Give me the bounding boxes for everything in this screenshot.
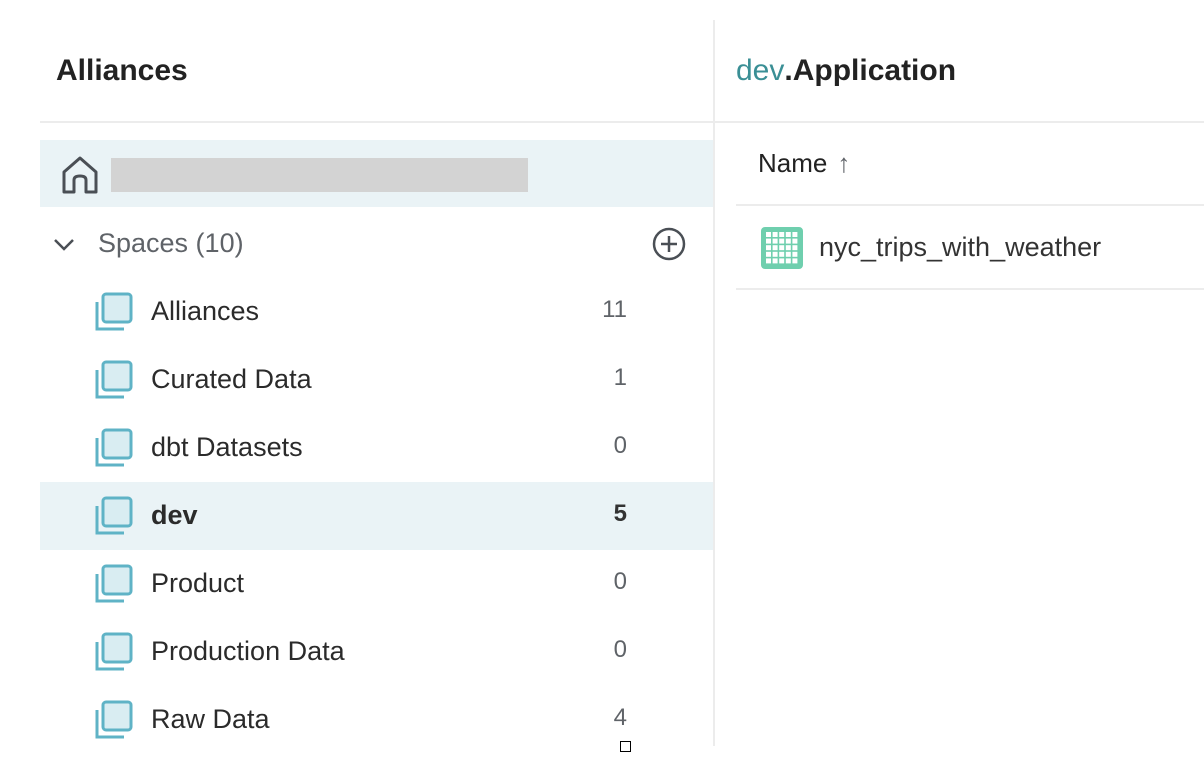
- space-item[interactable]: Curated Data 1: [40, 346, 713, 414]
- column-header-name[interactable]: Name ↑: [758, 148, 850, 179]
- breadcrumb-space[interactable]: dev: [736, 54, 785, 87]
- space-icon: [95, 292, 133, 331]
- space-count: 1: [613, 364, 627, 391]
- space-icon: [95, 360, 133, 399]
- space-name: Alliances: [151, 296, 260, 326]
- table-row[interactable]: nyc_trips_with_weather: [736, 206, 1204, 290]
- space-item[interactable]: Product 0: [40, 550, 713, 618]
- panel-divider[interactable]: [713, 20, 715, 746]
- redacted-path: [111, 158, 528, 192]
- divider: [715, 121, 1204, 123]
- space-icon: [95, 632, 133, 671]
- space-name: Production Data: [151, 636, 345, 666]
- sidebar: Alliances Spaces (10) Alliances 11 Curated…: [40, 0, 713, 770]
- space-item[interactable]: dev 5: [40, 482, 713, 550]
- space-icon: [95, 564, 133, 603]
- table-icon: [761, 227, 803, 269]
- space-count: 4: [613, 704, 627, 731]
- spaces-label: Spaces (10): [98, 228, 244, 258]
- spaces-section-header[interactable]: Spaces (10): [40, 210, 713, 278]
- sort-ascending-icon: ↑: [837, 148, 851, 178]
- space-icon: [95, 700, 133, 739]
- space-name: Product: [151, 568, 245, 598]
- space-item[interactable]: Production Data 0: [40, 618, 713, 686]
- space-name: dbt Datasets: [151, 432, 303, 462]
- space-count: 5: [613, 500, 627, 527]
- chevron-down-icon[interactable]: [52, 232, 76, 256]
- divider: [736, 204, 1204, 206]
- add-space-icon[interactable]: [652, 227, 686, 261]
- row-name: nyc_trips_with_weather: [819, 232, 1102, 262]
- space-item[interactable]: dbt Datasets 0: [40, 414, 713, 482]
- column-header-label: Name: [758, 148, 828, 178]
- space-item[interactable]: Raw Data 4: [40, 686, 713, 754]
- space-count: 11: [602, 296, 627, 323]
- space-name: Curated Data: [151, 364, 312, 394]
- page-title: dev.Application: [736, 54, 956, 88]
- space-name: dev: [151, 500, 198, 530]
- space-item[interactable]: Alliances 11: [40, 278, 713, 346]
- divider: [40, 121, 713, 123]
- space-count: 0: [613, 432, 627, 459]
- sidebar-title: Alliances: [56, 54, 188, 87]
- space-count: 0: [613, 568, 627, 595]
- home-icon: [62, 156, 98, 194]
- home-row[interactable]: [40, 140, 713, 207]
- space-count: 0: [613, 636, 627, 663]
- folder-name: .Application: [784, 54, 957, 87]
- cursor-marker: [620, 741, 631, 752]
- space-name: Raw Data: [151, 704, 270, 734]
- space-icon: [95, 496, 133, 535]
- space-icon: [95, 428, 133, 467]
